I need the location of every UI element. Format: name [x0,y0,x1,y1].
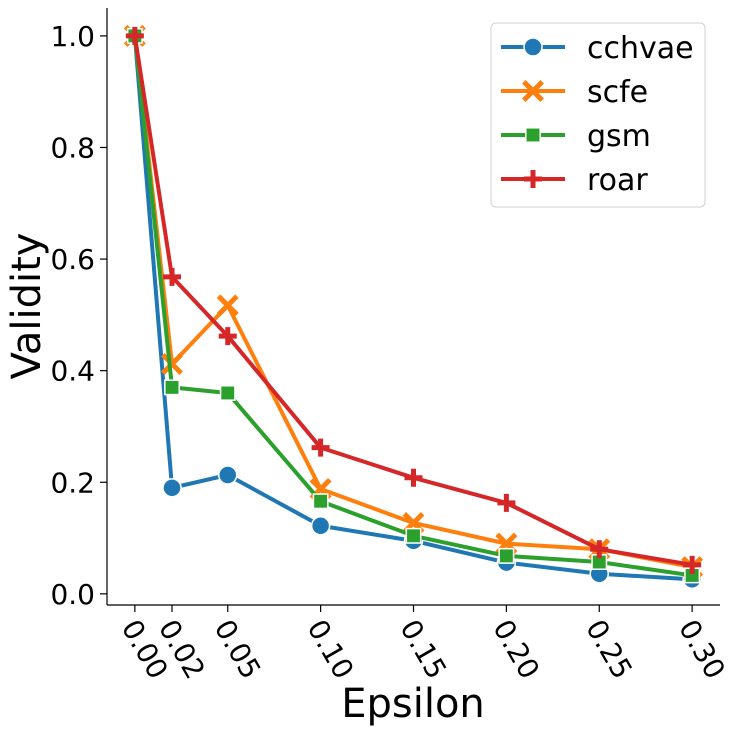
data-point [216,294,239,317]
data-point [683,555,702,574]
legend-entry-cchvae: cchvae [501,31,694,66]
series-line [132,35,693,578]
data-point [404,468,423,487]
data-point [590,540,609,559]
legend-label: gsm [587,119,651,154]
legend-entry-gsm: gsm [501,119,651,154]
x-tick-label: 0.20 [486,614,546,684]
legend: cchvae scfe gsm roar [490,22,706,208]
y-axis-ticks: 0.0 0.2 0.4 0.6 0.8 1.0 [50,20,107,611]
x-tick-label: 0.25 [579,614,639,684]
series-line [132,35,693,567]
data-point [405,527,422,544]
y-tick-label: 1.0 [50,20,95,53]
legend-label: cchvae [587,31,694,66]
data-point [218,327,237,346]
x-tick-label: 0.10 [301,614,361,684]
data-point [164,379,180,396]
x-tick-label: 0.05 [208,614,268,684]
x-axis-ticks: 0.000.020.05 0.10 0.15 0.20 0.25 0.30 [115,605,731,684]
data-point [523,37,543,57]
data-point [217,465,238,485]
y-axis-title: Validity [4,233,50,380]
legend-label: scfe [587,75,648,110]
data-point [525,127,541,143]
x-tick-label: 0.30 [672,614,731,684]
series-roar [125,26,702,574]
data-point [497,493,516,512]
y-tick-label: 0.2 [50,466,95,499]
data-point [219,385,236,401]
series-line [132,35,693,570]
series-gsm [126,27,701,584]
legend-frame [490,22,706,208]
data-point [310,516,331,536]
y-tick-label: 0.6 [50,243,95,276]
x-axis-title: Epsilon [341,681,485,727]
legend-entry-scfe: scfe [501,75,648,110]
y-tick-label: 0.0 [50,578,95,611]
legend-label: roar [587,163,648,198]
series-layer [123,24,704,590]
data-point [522,80,544,102]
x-tick-label: 0.15 [393,614,453,684]
data-point [524,170,542,188]
data-point [312,493,329,510]
data-point [162,478,182,498]
legend-entry-roar: roar [501,163,648,198]
data-point [498,547,515,564]
data-point [125,26,144,45]
y-tick-label: 0.4 [50,355,95,388]
data-point [163,267,182,286]
data-point [311,438,330,457]
y-tick-label: 0.8 [50,131,95,164]
